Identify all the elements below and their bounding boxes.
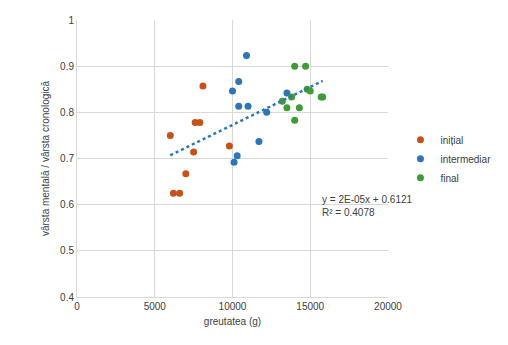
svg-text:1: 1 xyxy=(68,15,74,26)
svg-text:0: 0 xyxy=(74,301,80,312)
svg-text:5000: 5000 xyxy=(144,301,167,312)
svg-text:0.5: 0.5 xyxy=(60,245,74,256)
svg-text:intermediar: intermediar xyxy=(440,154,491,165)
svg-text:20000: 20000 xyxy=(374,301,402,312)
svg-text:0.6: 0.6 xyxy=(60,199,74,210)
svg-text:0.9: 0.9 xyxy=(60,61,74,72)
svg-text:final: final xyxy=(440,173,458,184)
svg-text:inițial: inițial xyxy=(440,135,463,146)
svg-text:0.4: 0.4 xyxy=(60,292,74,303)
svg-text:15000: 15000 xyxy=(296,301,324,312)
svg-text:0.7: 0.7 xyxy=(60,153,74,164)
svg-text:vârsta mentală / vârsta cronol: vârsta mentală / vârsta cronologică xyxy=(40,81,51,237)
svg-text:y = 2E-05x + 0.6121R² = 0.4078: y = 2E-05x + 0.6121R² = 0.4078 xyxy=(322,194,413,218)
svg-text:greutatea (g): greutatea (g) xyxy=(204,316,261,327)
svg-text:0.8: 0.8 xyxy=(60,107,74,118)
svg-text:10000: 10000 xyxy=(219,301,247,312)
